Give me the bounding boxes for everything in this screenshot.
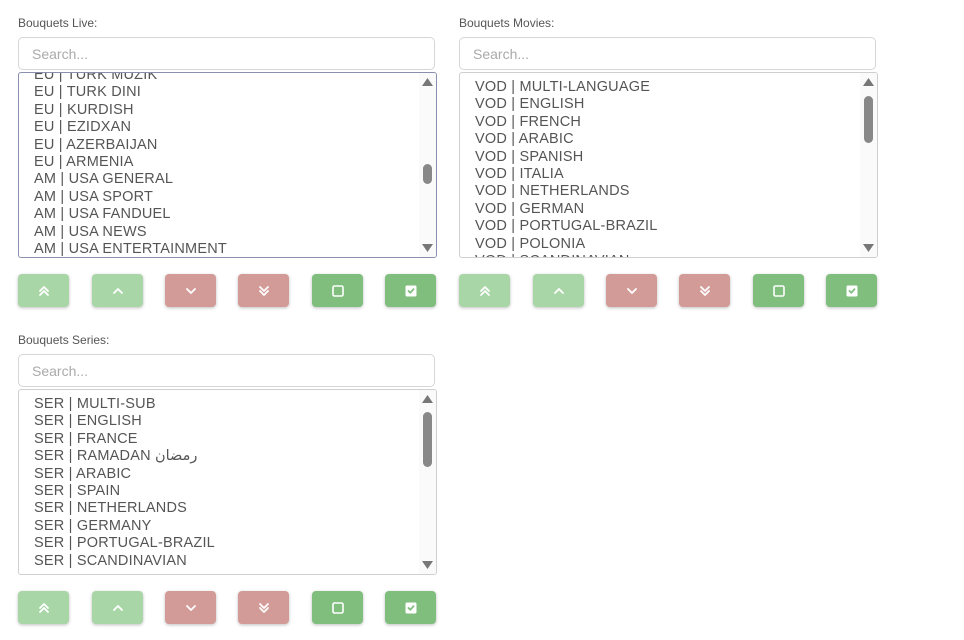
move-top-button[interactable] [459,274,510,307]
list-item[interactable]: AM | USA ENTERTAINMENT [34,241,227,258]
scroll-up-arrow[interactable] [421,394,434,404]
icon [38,285,49,296]
list-item[interactable]: VOD | PORTUGAL-BRAZIL [475,218,658,235]
list-item[interactable]: VOD | MULTI-LANGUAGE [475,79,651,95]
scroll-thumb[interactable] [423,164,432,184]
list-item[interactable]: SER | NETHERLANDS [34,500,188,517]
list-items: SER | MULTI-SUB SER | ENGLISH SER | FRANCE… [34,396,215,570]
search-input[interactable]: Search... [18,37,435,70]
icon [772,284,785,297]
scrollbar[interactable] [419,390,436,574]
panel-label: Bouquets Series: [18,333,110,347]
move-up-button[interactable] [92,274,143,307]
list-item[interactable]: SER | FRANCE [34,430,138,447]
list-item[interactable]: VOD | POLONIA [475,235,586,252]
list-item[interactable]: VOD | SPANISH [475,148,584,165]
icon [185,604,196,611]
list-item[interactable]: EU | AZERBAIJAN [34,136,158,153]
scroll-thumb[interactable] [864,96,873,143]
list-item[interactable]: SER | GERMANY [34,517,152,534]
icon [626,287,637,294]
list-items: VOD | MULTI-LANGUAGE VOD | ENGLISH VOD | F… [475,79,658,257]
move-up-button[interactable] [533,274,584,307]
move-top-button[interactable] [18,274,69,307]
bouquet-panel: Bouquets Series: Search... SER | MULTI-S… [18,331,437,631]
button-row [18,591,437,625]
list-item[interactable]: VOD | SCANDINAVIAN [475,253,658,257]
move-down-button[interactable] [606,274,657,307]
list-item[interactable]: VOD | NETHERLANDS [475,183,630,200]
list-item[interactable]: SER | ARABIC [34,465,132,482]
list-item[interactable]: SER | ENGLISH [34,413,142,430]
list-item[interactable]: VOD | ARABIC [475,131,574,148]
move-bottom-button[interactable] [238,591,289,624]
icon [112,604,123,611]
move-down-button[interactable] [165,591,216,624]
scrollbar[interactable] [419,73,436,257]
scroll-up-arrow[interactable] [421,77,434,87]
icon [405,285,416,296]
list-item[interactable]: VOD | GERMAN [475,200,585,217]
icon [38,602,49,613]
scroll-down-arrow[interactable] [421,243,434,253]
list-item[interactable]: AM | USA GENERAL [34,171,174,188]
list-item[interactable]: VOD | ITALIA [475,166,564,183]
panel-label: Bouquets Movies: [459,16,555,30]
scroll-thumb[interactable] [423,412,432,467]
list-item[interactable]: EU | EZIDXAN [34,119,132,136]
list-item[interactable]: SER | SCANDINAVIAN [34,552,187,569]
list-item[interactable]: EU | TURK MUZIK [34,72,158,83]
icon [331,601,344,614]
list-item[interactable]: VOD | FRENCH [475,113,582,130]
select-none-button[interactable] [753,274,804,307]
scroll-down-arrow[interactable] [421,560,434,570]
panel-label: Bouquets Live: [18,16,98,30]
select-none-button[interactable] [312,274,363,307]
move-bottom-button[interactable] [679,274,730,307]
select-all-button[interactable] [826,274,877,307]
search-input[interactable]: Search... [459,37,876,70]
icon [112,287,123,294]
bouquet-panel: Bouquets Live: Search... EU | TURK MUZIK… [18,14,437,314]
icon [699,285,710,296]
icon [405,602,416,613]
icon [553,287,564,294]
list-item[interactable]: EU | ARMENIA [34,154,134,171]
item-list[interactable]: EU | TURK MUZIK EU | TURK DINI EU | KURDIS… [18,72,437,258]
icon [846,285,857,296]
select-all-button[interactable] [385,274,436,307]
icon [331,284,344,297]
icon [479,285,490,296]
list-item[interactable]: SER | MULTI-SUB [34,396,156,412]
list-items: EU | TURK MUZIK EU | TURK DINI EU | KURDIS… [34,72,227,258]
select-all-button[interactable] [385,591,436,624]
icon [185,287,196,294]
item-list[interactable]: VOD | MULTI-LANGUAGE VOD | ENGLISH VOD | F… [459,72,878,258]
list-item[interactable]: EU | TURK DINI [34,84,142,101]
item-list[interactable]: SER | MULTI-SUB SER | ENGLISH SER | FRANCE… [18,389,437,575]
move-top-button[interactable] [18,591,69,624]
list-item[interactable]: VOD | ENGLISH [475,96,585,113]
move-down-button[interactable] [165,274,216,307]
scroll-up-arrow[interactable] [862,77,875,87]
list-item[interactable]: AM | USA SPORT [34,188,154,205]
list-item[interactable]: SER | SPAIN [34,483,121,500]
scrollbar[interactable] [860,73,877,257]
list-item[interactable]: AM | USA FANDUEL [34,206,171,223]
list-item[interactable]: SER | PORTUGAL-BRAZIL [34,535,215,552]
button-row [18,274,437,308]
list-item[interactable]: AM | USA NEWS [34,223,147,240]
list-item[interactable]: SER | RAMADAN رمضان [34,448,198,465]
list-item[interactable]: EU | KURDISH [34,101,134,118]
move-up-button[interactable] [92,591,143,624]
select-none-button[interactable] [312,591,363,624]
button-row [459,274,878,308]
move-bottom-button[interactable] [238,274,289,307]
scroll-down-arrow[interactable] [862,243,875,253]
search-input[interactable]: Search... [18,354,435,387]
icon [258,602,269,613]
icon [258,285,269,296]
bouquet-panel: Bouquets Movies: Search... VOD | MULTI-L… [459,14,878,314]
